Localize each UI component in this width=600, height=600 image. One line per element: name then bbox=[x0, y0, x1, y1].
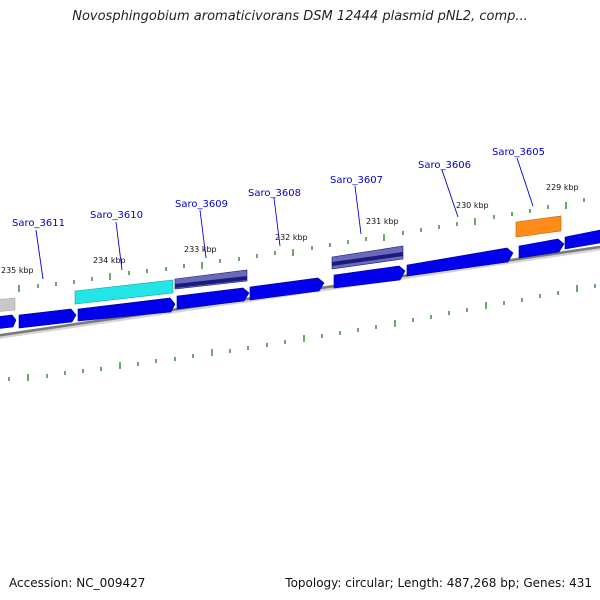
cds-feature bbox=[249, 277, 325, 301]
cds-feature bbox=[406, 247, 514, 277]
gene-label-saro-3610: Saro_3610 bbox=[90, 210, 143, 221]
highlight-cyan bbox=[74, 279, 174, 305]
cds-track bbox=[0, 229, 600, 329]
outer-tick-ring bbox=[18, 198, 585, 292]
gene-label-saro-3605: Saro_3605 bbox=[492, 147, 545, 158]
gene-label-saro-3607: Saro_3607 bbox=[330, 175, 383, 186]
kbp-label: 231 kbp bbox=[366, 217, 399, 226]
accession-text: Accession: NC_009427 bbox=[9, 576, 146, 590]
summary-text: Topology: circular; Length: 487,268 bp; … bbox=[285, 576, 592, 590]
inner-tick-ring bbox=[8, 284, 596, 381]
gene-label-saro-3611: Saro_3611 bbox=[12, 218, 65, 229]
cds-feature bbox=[176, 287, 250, 310]
kbp-label: 234 kbp bbox=[93, 256, 126, 265]
gene-label-saro-3608: Saro_3608 bbox=[248, 188, 301, 199]
highlight-orange bbox=[515, 215, 562, 238]
cds-feature bbox=[77, 297, 176, 322]
cds-feature bbox=[518, 238, 565, 259]
cds-feature bbox=[18, 308, 77, 329]
cds-feature bbox=[0, 314, 17, 329]
kbp-label: 235 kbp bbox=[1, 266, 34, 275]
gene-label-saro-3609: Saro_3609 bbox=[175, 199, 228, 210]
map-title: Novosphingobium aromaticivorans DSM 1244… bbox=[72, 9, 528, 24]
gene-label-saro-3606: Saro_3606 bbox=[418, 160, 471, 171]
kbp-label: 233 kbp bbox=[184, 245, 217, 254]
cds-feature bbox=[333, 265, 406, 289]
kbp-label: 232 kbp bbox=[275, 233, 308, 242]
kbp-label: 230 kbp bbox=[456, 201, 489, 210]
cds-feature bbox=[564, 229, 600, 250]
highlight-track bbox=[0, 215, 562, 312]
label-leaders bbox=[35, 157, 534, 280]
kbp-label: 229 kbp bbox=[546, 183, 579, 192]
highlight-gray bbox=[0, 297, 16, 312]
